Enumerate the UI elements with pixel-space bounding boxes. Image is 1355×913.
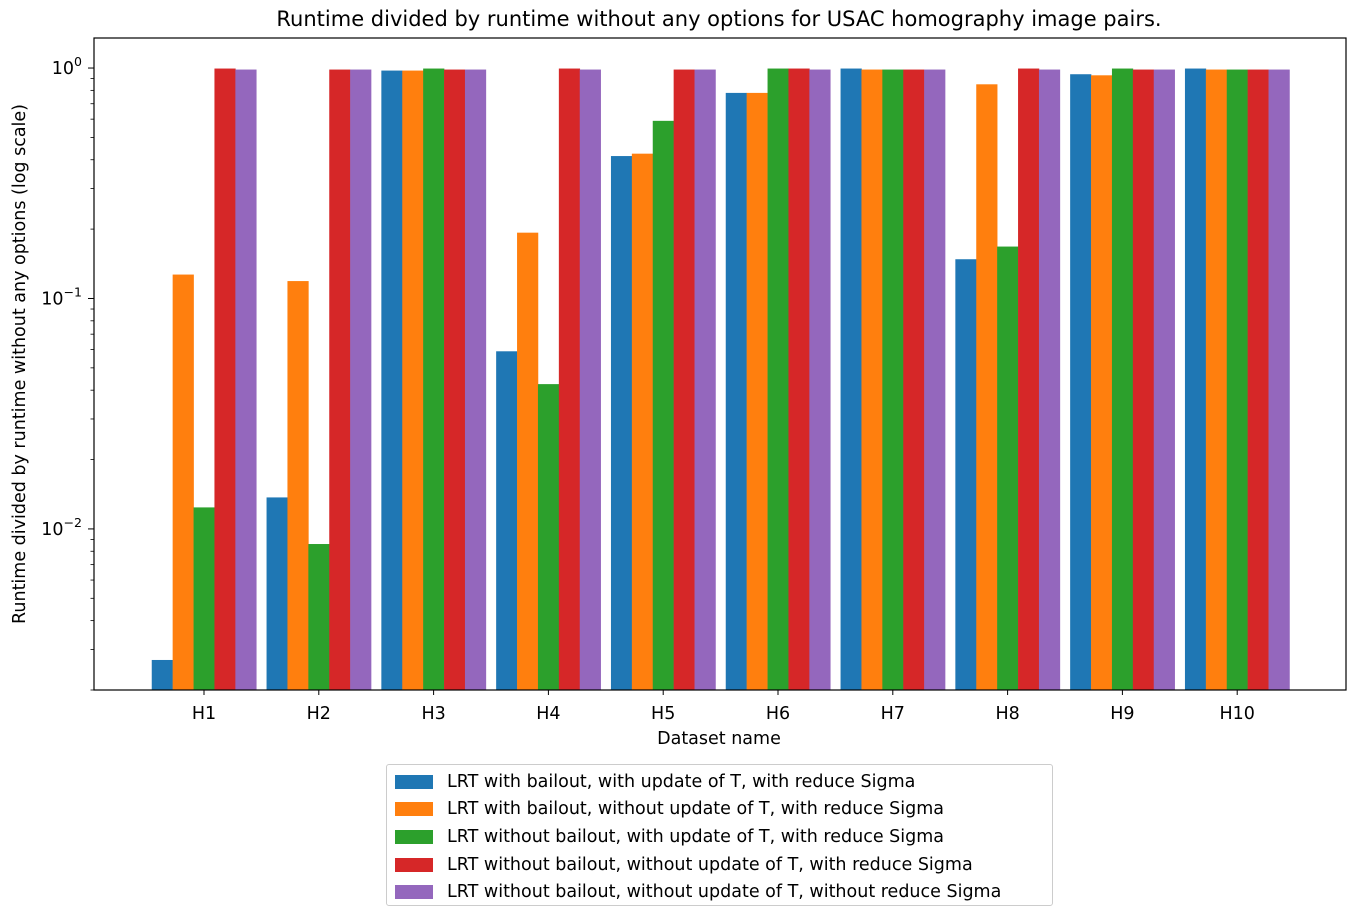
legend-item: LRT with bailout, with update of T, with… <box>395 768 1052 796</box>
legend-swatch <box>395 857 433 872</box>
bar-H9-series-3 <box>1111 68 1134 691</box>
x-axis-ticks: H1 H2 H3 H4 H5 H6 H7 H8 H9 H10 <box>192 690 1255 724</box>
legend: LRT with bailout, with update of T, with… <box>386 764 1053 906</box>
legend-label: LRT with bailout, with update of T, with… <box>447 771 916 792</box>
x-tick-label: H4 <box>536 704 560 724</box>
x-tick-label: H6 <box>766 704 790 724</box>
bar-H6-series-3 <box>767 68 789 691</box>
x-tick-label: H9 <box>1110 704 1134 724</box>
chart-title: Runtime divided by runtime without any o… <box>276 7 1161 31</box>
bar-H7-series-1 <box>840 68 862 691</box>
x-tick-label: H8 <box>995 704 1019 724</box>
x-tick-label: H1 <box>192 704 216 724</box>
legend-label: LRT without bailout, with update of T, w… <box>447 826 945 847</box>
bar-H8-series-3 <box>997 246 1019 690</box>
bar-H1-series-3 <box>193 507 215 690</box>
bar-H8-series-2 <box>976 84 998 691</box>
x-tick-label: H10 <box>1219 704 1254 724</box>
bar-H1-series-5 <box>235 69 257 691</box>
bar-H10-series-5 <box>1268 69 1290 691</box>
bar-H6-series-1 <box>725 92 747 690</box>
legend-swatch <box>395 829 433 844</box>
bar-H1-series-1 <box>151 659 173 690</box>
y-tick-label: 10−1 <box>41 284 82 309</box>
bar-H7-series-2 <box>861 69 883 691</box>
legend-item: LRT with bailout, without update of T, w… <box>395 796 1052 824</box>
bar-H5-series-1 <box>610 156 633 691</box>
legend-label: LRT without bailout, without update of T… <box>447 882 1002 903</box>
y-tick-label: 100 <box>52 54 82 79</box>
plot-frame <box>93 37 1347 691</box>
bar-H9-series-5 <box>1153 69 1175 691</box>
x-tick-label: H5 <box>651 704 675 724</box>
bar-H5-series-5 <box>694 69 716 691</box>
bar-H6-series-4 <box>788 68 810 691</box>
bar-H7-series-3 <box>882 69 904 691</box>
bar-H7-series-4 <box>903 69 925 691</box>
bar-H2-series-2 <box>287 281 309 690</box>
bar-H10-series-4 <box>1247 69 1269 691</box>
bar-H7-series-5 <box>924 69 946 691</box>
x-tick-label: H2 <box>307 704 331 724</box>
legend-swatch <box>395 885 433 900</box>
bar-H3-series-2 <box>402 70 424 690</box>
x-tick-label: H3 <box>421 704 445 724</box>
bar-H2-series-4 <box>329 69 351 691</box>
y-axis-label: Runtime divided by runtime without any o… <box>10 104 30 624</box>
bar-H10-series-3 <box>1226 69 1248 691</box>
bar-H4-series-4 <box>558 68 581 691</box>
bar-H2-series-1 <box>266 497 288 690</box>
bar-H1-series-4 <box>214 68 236 691</box>
bar-H4-series-1 <box>496 351 518 690</box>
bar-H10-series-1 <box>1184 68 1207 691</box>
legend-label: LRT without bailout, without update of T… <box>447 854 973 875</box>
bar-H8-series-4 <box>1018 68 1040 691</box>
bar-H3-series-1 <box>381 70 403 690</box>
bar-H9-series-1 <box>1070 74 1092 691</box>
bar-H8-series-1 <box>955 259 977 690</box>
y-axis-ticks: 100 10−1 10−2 <box>41 54 94 691</box>
legend-swatch <box>395 802 433 817</box>
bar-H3-series-5 <box>464 69 487 691</box>
bar-H4-series-3 <box>537 384 560 690</box>
bar-H4-series-5 <box>579 69 601 691</box>
bar-H10-series-2 <box>1205 69 1228 691</box>
bar-H3-series-3 <box>423 68 445 691</box>
bar-H4-series-2 <box>517 232 539 691</box>
legend-item: LRT without bailout, with update of T, w… <box>395 823 1052 851</box>
legend-item: LRT without bailout, without update of T… <box>395 878 1052 906</box>
bar-H9-series-4 <box>1132 69 1155 691</box>
bar-H1-series-2 <box>172 274 194 690</box>
bar-H2-series-5 <box>350 69 372 691</box>
bar-H5-series-4 <box>673 69 695 691</box>
bar-H9-series-2 <box>1091 75 1113 691</box>
bar-H6-series-5 <box>809 69 831 691</box>
x-axis-label: Dataset name <box>657 729 781 749</box>
bar-H5-series-2 <box>631 153 654 691</box>
bar-H3-series-4 <box>444 69 466 691</box>
legend-swatch <box>395 774 433 789</box>
legend-item: LRT without bailout, without update of T… <box>395 851 1052 879</box>
bars-group <box>151 68 1290 691</box>
bar-H5-series-3 <box>652 120 674 691</box>
bar-H6-series-2 <box>746 92 768 690</box>
bar-H8-series-5 <box>1038 69 1061 691</box>
y-tick-label: 10−2 <box>41 515 82 540</box>
legend-label: LRT with bailout, without update of T, w… <box>447 799 945 820</box>
x-tick-label: H7 <box>881 704 905 724</box>
bar-H2-series-3 <box>308 544 330 690</box>
